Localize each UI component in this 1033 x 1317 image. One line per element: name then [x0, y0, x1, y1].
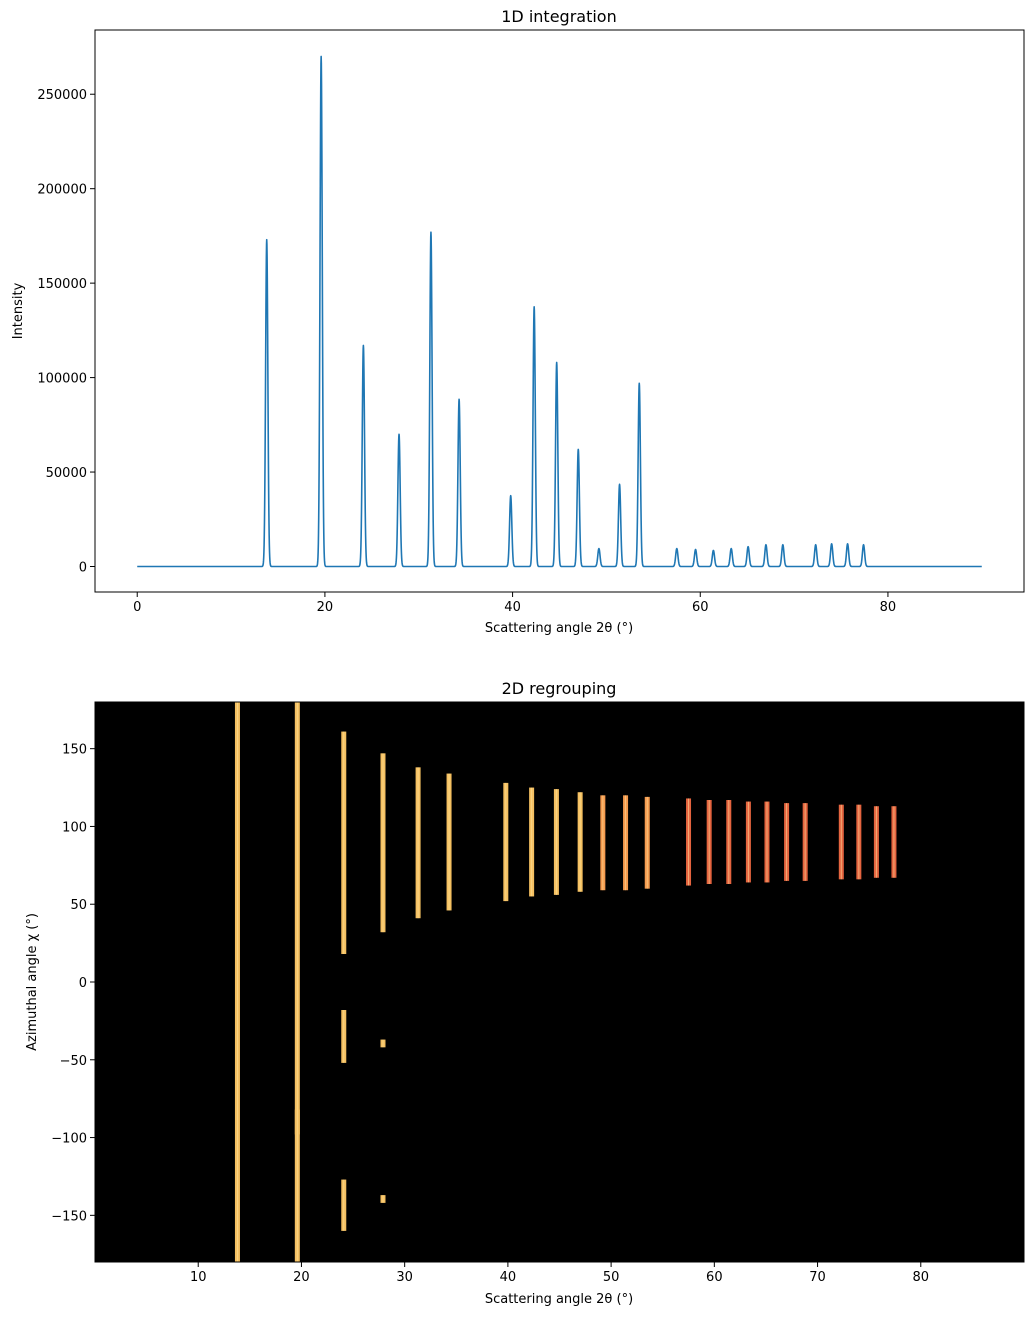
intensity-line [136, 55, 983, 568]
x-tick-label: 0 [133, 600, 141, 615]
y-tick-label: 200000 [37, 183, 87, 198]
y-tick-label: 250000 [37, 88, 87, 103]
x-tick-label: 70 [809, 1270, 826, 1285]
plot-2d-x-axis-label: Scattering angle 2θ (°) [485, 1292, 633, 1307]
plot-2d-frame [94, 701, 1025, 1263]
heatmap-background [95, 702, 1024, 1262]
diffraction-rings [234, 702, 897, 1262]
x-tick-label: 80 [913, 1270, 930, 1285]
plot-1d-x-axis-label: Scattering angle 2θ (°) [485, 621, 633, 636]
plot-1d-x-ticks: 0 20 40 60 80 [133, 592, 896, 615]
x-tick-label: 50 [603, 1270, 620, 1285]
x-tick-label: 10 [190, 1270, 207, 1285]
y-tick-label: 0 [79, 560, 87, 575]
y-tick-label: 50 [70, 898, 87, 913]
plot-2d-title: 2D regrouping [502, 679, 617, 698]
x-tick-label: 30 [396, 1270, 413, 1285]
plot-2d-regrouping: 2D regrouping 10 20 30 40 50 60 70 80 −150−100−… [25, 679, 1025, 1307]
y-tick-label: 0 [79, 976, 87, 991]
y-tick-label: 150000 [37, 277, 87, 292]
x-tick-label: 80 [880, 600, 897, 615]
y-tick-label: 50000 [46, 466, 87, 481]
y-tick-label: 150 [62, 743, 87, 758]
y-tick-label: 100000 [37, 372, 87, 387]
x-tick-label: 20 [293, 1270, 310, 1285]
y-tick-label: −100 [51, 1132, 87, 1147]
plot-1d-frame [94, 29, 1025, 593]
x-tick-label: 60 [706, 1270, 723, 1285]
plot-2d-y-axis-label: Azimuthal angle χ (°) [25, 913, 40, 1051]
plot-2d-y-ticks: −150 −100 −50 0 50 100 150 [51, 743, 95, 1224]
plot-1d-y-axis-label: Intensity [11, 282, 26, 339]
plot-1d-integration: 1D integration 0 20 40 60 80 0 50000 100000 150… [11, 7, 1025, 636]
y-tick-label: 100 [62, 820, 87, 835]
plot-1d-y-ticks: 0 50000 100000 150000 200000 250000 [37, 88, 95, 575]
plot-2d-x-ticks: 10 20 30 40 50 60 70 80 [190, 1262, 929, 1285]
plot-1d-title: 1D integration [501, 7, 616, 26]
y-tick-label: −50 [60, 1054, 87, 1069]
intensity-line-series [136, 55, 983, 568]
x-tick-label: 40 [500, 1270, 517, 1285]
x-tick-label: 20 [317, 600, 334, 615]
x-tick-label: 60 [692, 600, 709, 615]
x-tick-label: 40 [504, 600, 521, 615]
y-tick-label: −150 [51, 1209, 87, 1224]
